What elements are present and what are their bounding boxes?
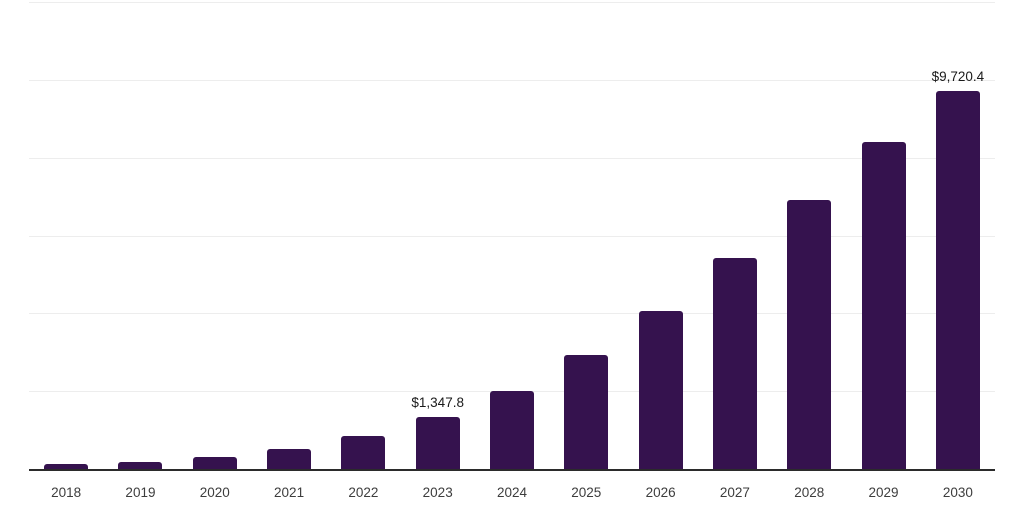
gridline-6000 <box>29 235 995 237</box>
gridline-8000 <box>29 157 995 159</box>
bar-2019 <box>118 461 163 469</box>
bar-2024 <box>490 391 534 469</box>
gridline-10000 <box>29 79 995 81</box>
x-tick-label-2029: 2029 <box>868 485 899 500</box>
x-tick-label-2025: 2025 <box>571 485 602 500</box>
x-axis-line <box>29 469 995 471</box>
bar-2020 <box>192 457 237 469</box>
x-tick-label-2028: 2028 <box>794 485 825 500</box>
x-tick-label-2018: 2018 <box>51 485 82 500</box>
bar-2021 <box>267 449 312 469</box>
bar-2023 <box>415 416 460 469</box>
bar-2030 <box>935 90 980 469</box>
x-tick-label-2023: 2023 <box>422 485 453 500</box>
x-tick-label-2026: 2026 <box>645 485 676 500</box>
bar-2029 <box>861 142 906 469</box>
x-tick-label-2022: 2022 <box>348 485 379 500</box>
bar-2027 <box>712 258 757 469</box>
x-tick-label-2030: 2030 <box>942 485 973 500</box>
x-tick-label-2027: 2027 <box>719 485 750 500</box>
gridline-4000 <box>29 313 995 315</box>
bar-2028 <box>787 200 832 469</box>
gridline-12000 <box>29 2 995 3</box>
data-label-2023: $1,347.8 <box>411 394 464 410</box>
bar-2026 <box>638 310 683 469</box>
data-label-2030: $9,720.4 <box>931 68 985 84</box>
x-tick-label-2019: 2019 <box>125 485 156 500</box>
bar-2022 <box>341 435 386 469</box>
bar-2025 <box>564 355 609 469</box>
x-tick-label-2020: 2020 <box>199 485 230 500</box>
x-tick-label-2024: 2024 <box>496 485 528 500</box>
bar-2018 <box>44 463 89 469</box>
x-tick-label-2021: 2021 <box>274 485 305 500</box>
